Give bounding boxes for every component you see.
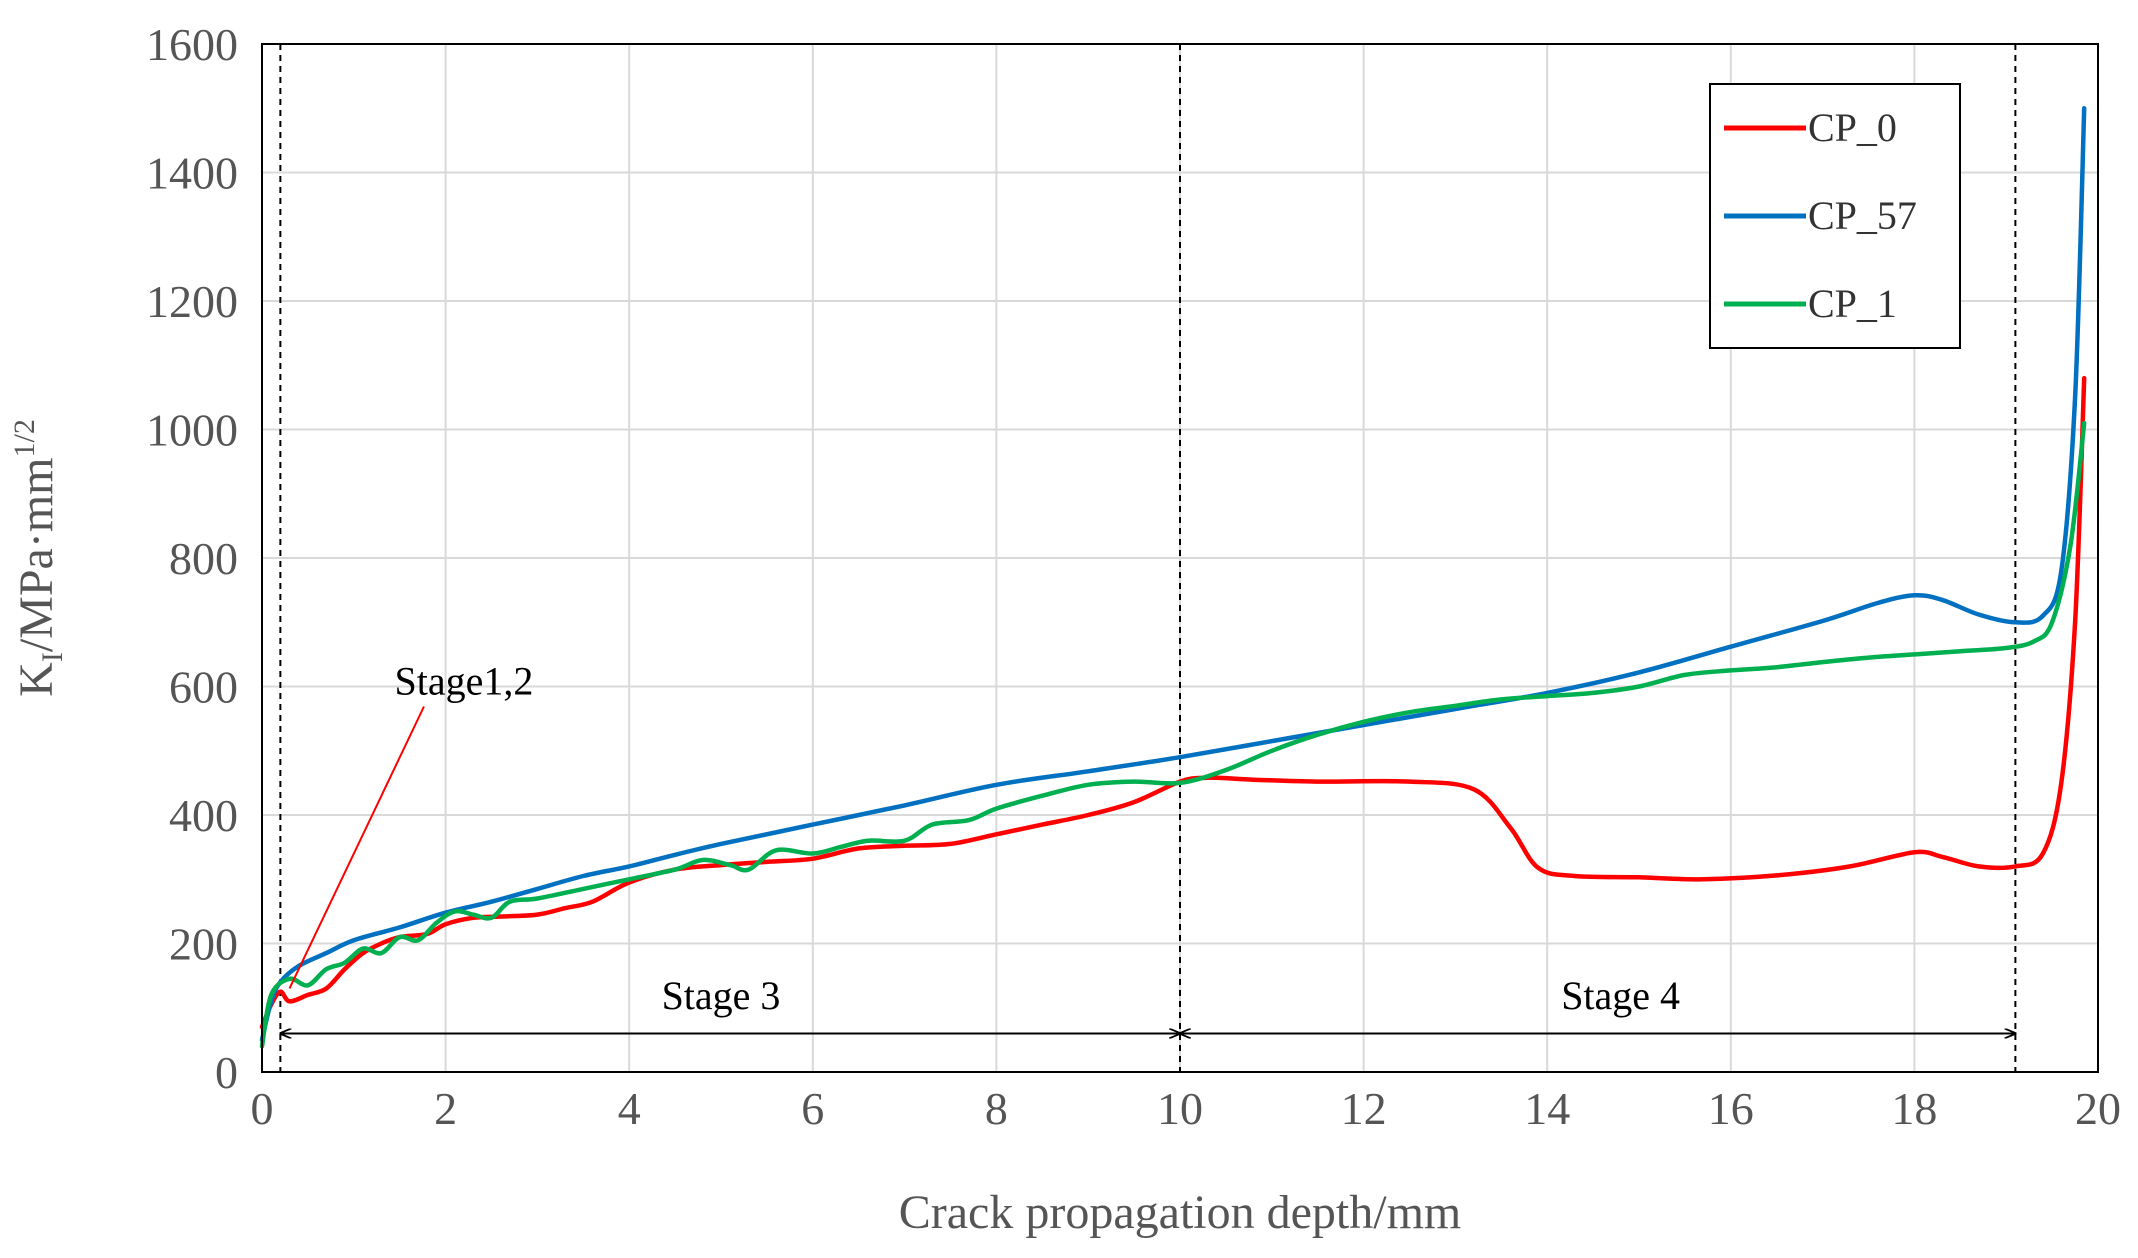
stage-callout-line <box>288 706 425 989</box>
y-tick-label: 0 <box>215 1047 238 1098</box>
y-tick-label: 1200 <box>146 276 238 327</box>
y-tick-label: 400 <box>169 790 238 841</box>
series-lines <box>259 106 2087 1049</box>
y-axis-title-main: K <box>10 662 63 697</box>
x-tick-label: 12 <box>1341 1083 1387 1134</box>
legend: CP_0 CP_57 CP_1 <box>1709 83 1961 349</box>
series-line-cp-57 <box>259 106 2087 1043</box>
y-tick-label: 200 <box>169 919 238 970</box>
y-axis-title-unit: /MPa·mm <box>10 458 63 653</box>
y-axis-title-subscript: I <box>36 652 69 662</box>
y-tick-label: 1400 <box>146 148 238 199</box>
legend-label-cp-57: CP_57 <box>1808 193 1917 238</box>
stage-label: Stage 3 <box>662 973 781 1018</box>
legend-label-cp-1: CP_1 <box>1808 281 1897 326</box>
x-axis-title: Crack propagation depth/mm <box>899 1186 1462 1239</box>
stage-label: Stage 4 <box>1561 973 1680 1018</box>
legend-label-cp-0: CP_0 <box>1808 105 1897 150</box>
y-tick-label: 1000 <box>146 405 238 456</box>
stage-callout-label: Stage1,2 <box>395 659 534 704</box>
x-tick-label: 20 <box>2075 1083 2121 1134</box>
y-axis-title: KI/MPa·mm1/2 <box>8 419 69 697</box>
plot-area <box>261 43 2099 1073</box>
x-tick-label: 4 <box>618 1083 641 1134</box>
x-tick-label: 14 <box>1524 1083 1570 1134</box>
y-tick-label: 800 <box>169 533 238 584</box>
x-tick-label: 10 <box>1157 1083 1203 1134</box>
x-tick-label: 0 <box>251 1083 274 1134</box>
x-tick-label: 8 <box>985 1083 1008 1134</box>
y-axis-title-superscript: 1/2 <box>8 419 41 457</box>
x-tick-label: 16 <box>1708 1083 1754 1134</box>
annotations: Stage1,2 Stage 3 Stage 4 <box>280 659 2015 1034</box>
axis-ticks: 0 2 4 6 8 10 12 14 16 18 2002004006008001000120014… <box>146 19 2121 1134</box>
x-tick-label: 6 <box>801 1083 824 1134</box>
y-tick-label: 600 <box>169 662 238 713</box>
series-line-cp-0 <box>259 375 2087 1030</box>
y-tick-label: 1600 <box>146 19 238 70</box>
x-tick-label: 18 <box>1891 1083 1937 1134</box>
x-tick-label: 2 <box>434 1083 457 1134</box>
series-line-cp-1 <box>259 420 2087 1049</box>
